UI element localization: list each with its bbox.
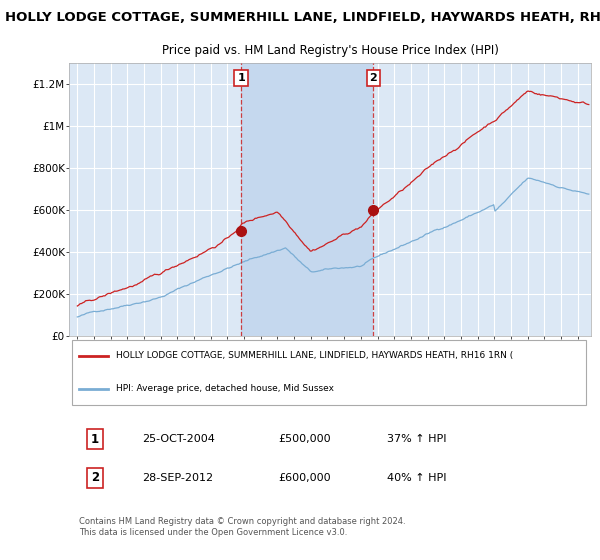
Text: 2: 2 [91, 472, 99, 484]
Text: Contains HM Land Registry data © Crown copyright and database right 2024.
This d: Contains HM Land Registry data © Crown c… [79, 517, 406, 536]
Text: 2: 2 [370, 73, 377, 83]
Text: Price paid vs. HM Land Registry's House Price Index (HPI): Price paid vs. HM Land Registry's House … [161, 44, 499, 57]
Text: 1: 1 [237, 73, 245, 83]
Text: 40% ↑ HPI: 40% ↑ HPI [388, 473, 447, 483]
Text: 25-OCT-2004: 25-OCT-2004 [142, 435, 215, 445]
Text: £600,000: £600,000 [278, 473, 331, 483]
Text: HPI: Average price, detached house, Mid Sussex: HPI: Average price, detached house, Mid … [116, 384, 334, 393]
FancyBboxPatch shape [71, 339, 586, 405]
Text: 37% ↑ HPI: 37% ↑ HPI [388, 435, 447, 445]
Text: 28-SEP-2012: 28-SEP-2012 [142, 473, 213, 483]
Text: 1: 1 [91, 433, 99, 446]
Text: HOLLY LODGE COTTAGE, SUMMERHILL LANE, LINDFIELD, HAYWARDS HEATH, RH16 1RN: HOLLY LODGE COTTAGE, SUMMERHILL LANE, LI… [5, 11, 600, 24]
Text: HOLLY LODGE COTTAGE, SUMMERHILL LANE, LINDFIELD, HAYWARDS HEATH, RH16 1RN (: HOLLY LODGE COTTAGE, SUMMERHILL LANE, LI… [116, 351, 513, 361]
Text: £500,000: £500,000 [278, 435, 331, 445]
Bar [241, 63, 373, 336]
